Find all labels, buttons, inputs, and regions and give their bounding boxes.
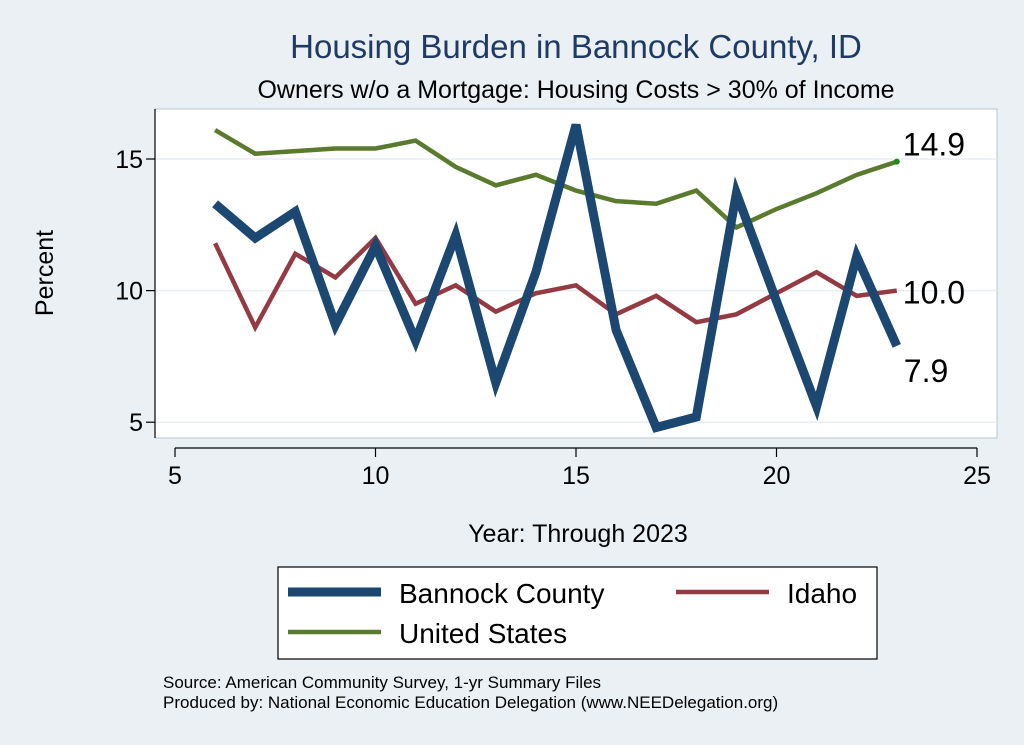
series-line-idaho: [213, 234, 898, 333]
y-axis-label: Percent: [31, 230, 59, 316]
end-label-idaho: 10.0: [903, 275, 965, 311]
end-label-united-states: 14.9: [903, 127, 965, 163]
x-axis-label: Year: Through 2023: [468, 520, 688, 548]
y-tick-label-15: 15: [115, 146, 143, 174]
gridlines: [155, 158, 997, 423]
y-tick-label-10: 10: [115, 278, 143, 306]
x-tick-label-5: 5: [168, 462, 182, 490]
x-tick-label-25: 25: [963, 462, 991, 490]
series-layer: [212, 123, 901, 433]
chart-subtitle: Owners w/o a Mortgage: Housing Costs > 3…: [257, 76, 894, 104]
y-tick-label-5: 5: [129, 409, 143, 437]
legend-label-idaho: Idaho: [787, 578, 857, 609]
source-note: Source: American Community Survey, 1-yr …: [163, 673, 601, 692]
axes: 5 10 15 20 25 5 10 15: [115, 109, 991, 490]
x-tick-label-10: 10: [362, 462, 390, 490]
legend: Bannock County Idaho United States: [277, 566, 878, 660]
end-labels: 7.9 10.0 14.9: [903, 127, 965, 389]
x-tick-label-15: 15: [562, 462, 590, 490]
legend-label-bannock-county: Bannock County: [399, 578, 604, 609]
chart-title: Housing Burden in Bannock County, ID: [290, 28, 862, 65]
legend-box: [277, 566, 878, 660]
x-tick-label-20: 20: [763, 462, 791, 490]
producer-note: Produced by: National Economic Education…: [163, 693, 778, 712]
series-line-bannock-county: [212, 123, 901, 433]
end-label-bannock-county: 7.9: [904, 353, 948, 389]
legend-label-united-states: United States: [399, 618, 567, 649]
end-marker-united-states: [893, 158, 900, 165]
